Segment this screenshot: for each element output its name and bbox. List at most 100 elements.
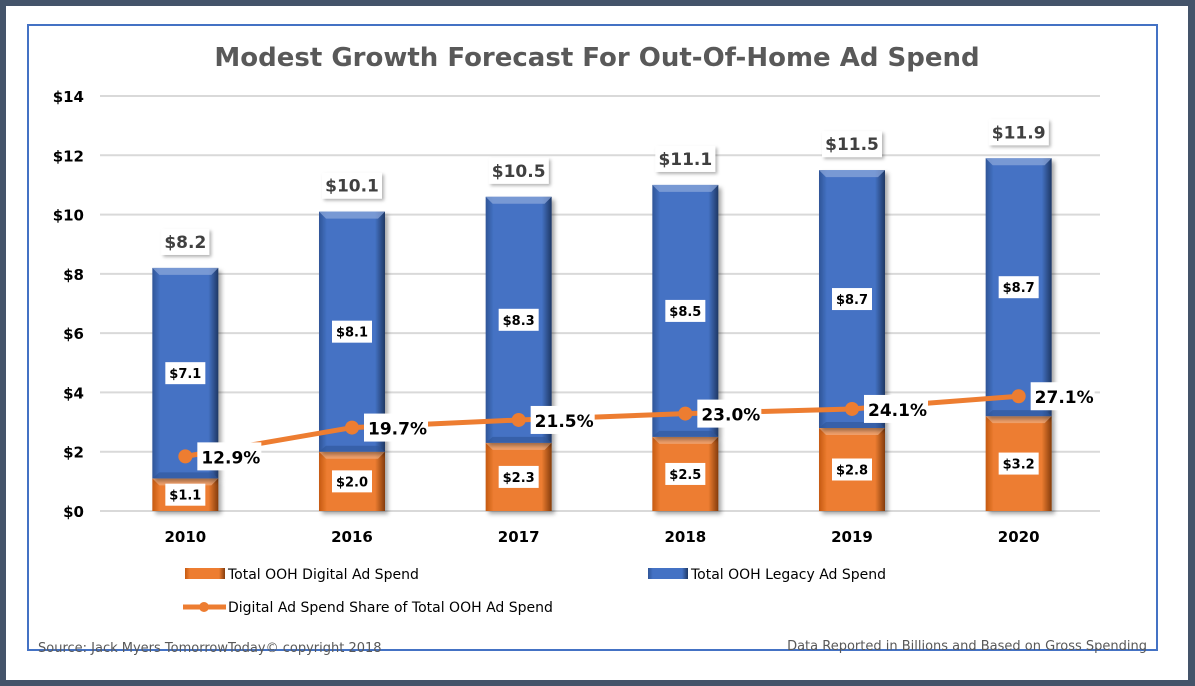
x-tick-label: 2018 (664, 528, 706, 546)
bar-group: $3.2 $8.7 $11.9 (985, 119, 1052, 511)
total-data-label: $8.2 (164, 233, 206, 253)
share-data-label: 27.1% (1035, 388, 1094, 408)
legend-swatch-digital (185, 568, 225, 579)
digital-data-label: $3.2 (1003, 458, 1035, 473)
share-label-box (1030, 382, 1095, 411)
bar-legacy-bevel (319, 211, 385, 219)
legacy-data-label: $7.1 (169, 367, 201, 382)
digital-label-box (165, 483, 206, 506)
legend-item-share: Digital Ad Spend Share of Total OOH Ad S… (183, 600, 553, 616)
digital-data-label: $2.3 (503, 471, 535, 486)
share-data-label: 24.1% (868, 401, 927, 421)
y-tick-label: $12 (53, 147, 84, 165)
bar-legacy-bottom-bevel (819, 422, 885, 428)
source-note: Source: Jack Myers TomorrowToday© copyri… (38, 641, 382, 656)
legacy-label-box (998, 276, 1039, 299)
chart-title: Modest Growth Forecast For Out-Of-Home A… (214, 43, 979, 73)
digital-label-box (665, 462, 706, 485)
bar-digital-bevel (819, 428, 885, 435)
bar-digital-bevel (485, 442, 552, 450)
share-line: 12.9% 19.7% 21.5% 23.0% 24.1% 27.1% (178, 382, 1095, 471)
bar-legacy-bevel (652, 184, 719, 192)
digital-data-label: $2.5 (669, 468, 701, 483)
bar-group: $2.0 $8.1 $10.1 (319, 172, 385, 511)
share-label-box (197, 442, 262, 471)
bar-digital-bevel (652, 436, 719, 444)
bar-legacy-bevel (152, 267, 219, 275)
total-label-box (161, 228, 210, 255)
share-marker (345, 420, 359, 435)
legend: Total OOH Digital Ad Spend Total OOH Leg… (183, 567, 886, 616)
digital-label-box (498, 465, 539, 488)
legacy-label-box (498, 308, 539, 331)
data-note: Data Reported in Billions and Based on G… (787, 639, 1147, 654)
total-data-label: $10.1 (325, 177, 379, 197)
x-tick-label: 2019 (831, 528, 873, 546)
share-label-box (530, 405, 595, 434)
bar-legacy-bottom-bevel (319, 445, 385, 452)
legacy-label-box (665, 299, 706, 322)
legend-marker-share (199, 602, 209, 612)
legacy-label-box (332, 320, 372, 343)
bar-legacy-bottom-bevel (652, 430, 719, 437)
legend-label-share: Digital Ad Spend Share of Total OOH Ad S… (228, 600, 553, 616)
digital-label-box (998, 452, 1039, 475)
legend-label-digital: Total OOH Digital Ad Spend (227, 567, 419, 583)
share-label-box (697, 399, 762, 428)
share-marker (178, 449, 193, 464)
total-label-box (988, 119, 1049, 146)
bar-group: $2.8 $8.7 $11.5 (819, 131, 885, 511)
x-tick-label: 2017 (498, 528, 540, 546)
digital-data-label: $1.1 (169, 489, 201, 504)
total-data-label: $11.5 (825, 135, 879, 155)
legacy-data-label: $8.7 (836, 293, 868, 308)
share-marker (845, 401, 859, 416)
bar-legacy-bottom-bevel (985, 410, 1052, 417)
share-marker (511, 412, 526, 427)
bar-legacy-bevel (985, 158, 1052, 166)
bar-digital-bevel (319, 451, 385, 459)
total-data-label: $10.5 (492, 162, 546, 182)
share-data-label: 23.0% (701, 406, 760, 426)
share-label-box (364, 413, 428, 442)
y-tick-label: $14 (53, 88, 84, 106)
y-tick-label: $0 (63, 503, 84, 521)
legend-item-digital: Total OOH Digital Ad Spend (185, 567, 419, 583)
legacy-label-box (832, 288, 872, 311)
legacy-data-label: $8.3 (503, 314, 535, 329)
bar-digital-bevel (985, 416, 1052, 424)
share-label-box (864, 394, 928, 423)
total-label-box (488, 157, 549, 184)
bar-legacy-bevel (819, 170, 885, 178)
x-tick-label: 2016 (331, 528, 373, 546)
x-tick-label: 2010 (164, 528, 206, 546)
y-tick-label: $10 (53, 207, 84, 225)
total-label-box (822, 131, 882, 158)
legend-swatch-legacy (648, 568, 688, 579)
digital-data-label: $2.8 (836, 464, 868, 479)
x-axis: 2010 2016 2017 2018 2019 2020 (164, 528, 1039, 546)
y-tick-label: $2 (63, 444, 84, 462)
y-axis: $0 $2 $4 $6 $8 $10 $12 $14 (53, 88, 84, 521)
legacy-data-label: $8.1 (336, 326, 368, 341)
bar-legacy-bevel (485, 196, 552, 204)
share-data-label: 19.7% (368, 420, 427, 440)
share-marker (1011, 389, 1026, 404)
bar-group: $2.5 $8.5 $11.1 (652, 145, 719, 511)
bar-digital-bevel (152, 478, 219, 486)
legacy-data-label: $8.5 (669, 305, 701, 320)
digital-label-box (332, 470, 372, 493)
legend-item-legacy: Total OOH Legacy Ad Spend (648, 567, 886, 583)
legacy-label-box (165, 362, 206, 385)
total-data-label: $11.1 (658, 150, 712, 170)
legend-label-legacy: Total OOH Legacy Ad Spend (690, 567, 886, 583)
gridlines (100, 95, 1100, 512)
share-data-label: 12.9% (201, 448, 260, 468)
total-data-label: $11.9 (992, 123, 1046, 143)
total-label-box (655, 145, 716, 172)
bar-legacy-bottom-bevel (485, 436, 552, 443)
y-tick-label: $6 (63, 325, 84, 343)
bar-group: $2.3 $8.3 $10.5 (485, 157, 552, 511)
x-tick-label: 2020 (998, 528, 1040, 546)
